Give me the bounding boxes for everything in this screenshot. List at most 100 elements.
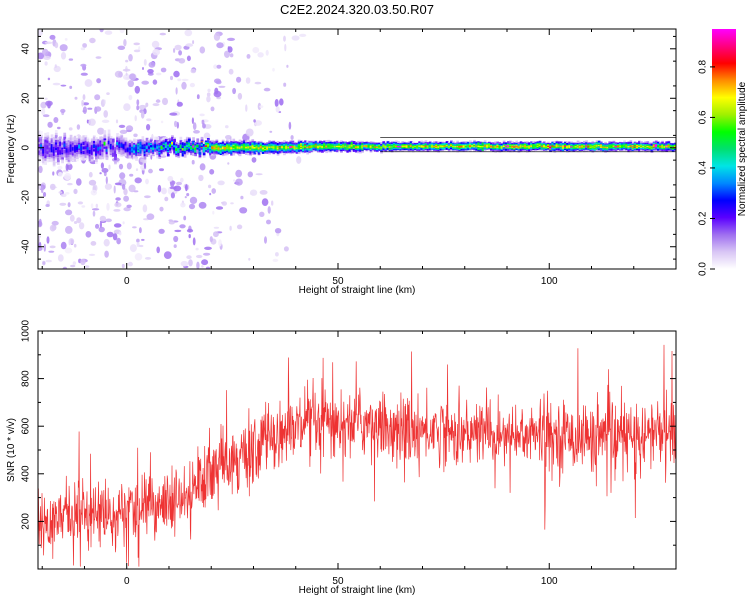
y-tick-label: 400	[21, 465, 32, 482]
noise-blob	[134, 252, 143, 261]
heatmap-cell	[80, 146, 83, 151]
noise-blob	[99, 221, 102, 228]
noise-blob	[97, 127, 105, 135]
noise-blob	[51, 220, 59, 226]
noise-blob	[90, 241, 97, 246]
heatmap-cell	[454, 146, 457, 148]
noise-blob	[85, 231, 92, 238]
heatmap-cell	[249, 147, 252, 149]
heatmap-cell	[196, 144, 200, 148]
noise-blob	[181, 81, 187, 90]
noise-blob	[196, 254, 203, 259]
heatmap-cell	[642, 145, 645, 148]
noise-blob	[76, 178, 82, 186]
spectrogram-frame	[37, 28, 677, 270]
x-tick-label: 100	[541, 576, 558, 587]
noise-blob	[115, 197, 121, 201]
noise-blob	[87, 107, 93, 110]
noise-blob	[104, 30, 113, 35]
y-tick-label: 1000	[21, 319, 32, 342]
heatmap-cell	[226, 146, 229, 149]
noise-blob	[206, 92, 211, 97]
noise-blob	[296, 156, 302, 164]
heatmap-cell	[319, 145, 322, 148]
noise-blob	[272, 67, 275, 72]
heatmap-cell	[71, 147, 75, 151]
noise-blob	[267, 206, 271, 214]
noise-blob	[169, 112, 178, 116]
noise-blob	[272, 258, 279, 262]
heatmap-cell	[278, 146, 282, 149]
noise-blob	[228, 68, 234, 75]
heatmap-cell	[627, 146, 631, 148]
noise-blob	[148, 61, 156, 68]
heatmap-cell	[213, 146, 216, 149]
noise-blob	[123, 207, 131, 212]
heatmap-cell	[420, 145, 424, 148]
heatmap-cell	[38, 144, 41, 149]
noise-blob	[152, 49, 160, 56]
heatmap-cell	[124, 145, 128, 149]
heatmap-cell	[589, 146, 593, 148]
noise-blob	[59, 44, 68, 52]
heatmap-cell	[245, 146, 248, 149]
heatmap-cell	[73, 146, 77, 151]
heatmap-cell	[392, 145, 396, 147]
noise-blob	[252, 47, 260, 54]
colorbar-gradient	[712, 29, 736, 269]
heatmap-cell	[635, 145, 639, 148]
y-tick-label: 600	[21, 417, 32, 434]
noise-blob	[76, 217, 82, 224]
noise-blob	[113, 209, 121, 212]
noise-blob	[40, 186, 44, 194]
noise-blob	[46, 236, 50, 244]
noise-blob	[88, 179, 97, 186]
heatmap-cell	[473, 145, 476, 147]
noise-blob	[99, 172, 102, 175]
heatmap-cell	[133, 147, 136, 150]
noise-blob	[264, 236, 267, 244]
heatmap-cell	[665, 145, 669, 148]
heatmap-cell	[234, 145, 238, 149]
heatmap-cell	[283, 146, 286, 149]
heatmap-cell	[59, 146, 62, 151]
heatmap-cell	[111, 145, 115, 150]
noise-blob	[213, 32, 221, 41]
heatmap-cell	[515, 145, 519, 148]
heatmap-cell	[52, 149, 56, 154]
noise-blob	[52, 171, 55, 176]
heatmap-cell	[135, 148, 138, 152]
noise-blob	[44, 41, 53, 45]
heatmap-cell	[137, 146, 140, 150]
noise-blob	[123, 39, 127, 47]
noise-blob	[227, 37, 235, 42]
noise-blob	[140, 158, 144, 163]
noise-blob	[284, 43, 287, 52]
heatmap-cell	[593, 146, 597, 148]
heatmap-cell	[173, 145, 176, 148]
heatmap-cell	[534, 145, 538, 147]
noise-blob	[68, 239, 71, 246]
noise-blob	[254, 81, 262, 85]
snr-y-axis-label: SNR (10 * v/v)	[6, 418, 17, 482]
noise-blob	[65, 163, 69, 171]
noise-blob	[190, 68, 197, 74]
noise-blob	[290, 135, 294, 140]
spectrogram-x-axis-label: Height of straight line (km)	[299, 285, 416, 296]
noise-blob	[64, 247, 73, 254]
noise-blob	[128, 94, 133, 101]
noise-blob	[104, 183, 112, 190]
noise-blob	[199, 163, 206, 171]
heatmap-cell	[602, 146, 605, 148]
heatmap-cell	[308, 146, 312, 148]
noise-blob	[105, 218, 112, 223]
noise-blob	[155, 72, 162, 76]
noise-blob	[136, 99, 140, 106]
x-tick-label: 0	[124, 576, 130, 587]
noise-blob	[134, 177, 142, 184]
noise-blob	[150, 154, 153, 160]
heatmap-cell	[143, 148, 147, 152]
heatmap-cell	[171, 142, 174, 145]
heatmap-cell	[257, 147, 261, 150]
noise-blob	[88, 171, 93, 178]
